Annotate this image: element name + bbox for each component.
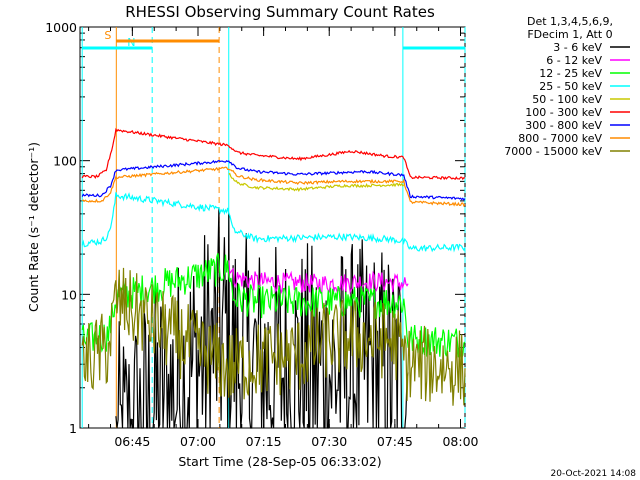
- series-line-300-800-kev: [81, 159, 466, 201]
- series-line-7000-15000-kev: [81, 267, 466, 406]
- x-axis-ticks: 06:45 07:00 07:15 07:30 07:45 08:00: [88, 27, 479, 449]
- series-line-100-300-kev: [81, 127, 466, 181]
- legend-title-line: Det 1,3,4,5,6,9,: [527, 15, 613, 28]
- plot-frame: [79, 26, 466, 429]
- x-tick-label: 07:15: [246, 434, 282, 449]
- footer-timestamp: 20-Oct-2021 14:08: [551, 469, 637, 479]
- legend-entry-label: 300 - 800 keV: [525, 119, 602, 132]
- legend-title-line: FDecim 1, Att 0: [527, 28, 612, 41]
- legend: Det 1,3,4,5,6,9,FDecim 1, Att 03 - 6 keV…: [504, 15, 630, 158]
- x-tick-label: 08:00: [442, 434, 478, 449]
- legend-entry-label: 800 - 7000 keV: [518, 132, 602, 145]
- legend-entry-label: 3 - 6 keV: [553, 41, 602, 54]
- legend-entry-label: 25 - 50 keV: [539, 80, 602, 93]
- series-line-12-25-kev: [81, 253, 466, 361]
- flag-bars: NS: [82, 29, 465, 50]
- legend-entry-label: 12 - 25 keV: [539, 67, 602, 80]
- plot-area: [79, 26, 466, 429]
- series-line-800-7000-kev: [81, 166, 466, 207]
- series-line-50-100-kev: [228, 172, 405, 193]
- chart-title: RHESSI Observing Summary Count Rates: [125, 3, 435, 21]
- y-axis-label: Count Rate (s⁻¹ detector⁻¹): [26, 142, 41, 312]
- y-tick-label: 10: [61, 287, 77, 302]
- legend-entry-label: 7000 - 15000 keV: [504, 145, 602, 158]
- y-tick-label: 1: [69, 421, 77, 436]
- x-tick-label: 07:00: [180, 434, 216, 449]
- x-tick-label: 06:45: [114, 434, 150, 449]
- series-line-25-50-kev: [81, 192, 466, 253]
- y-tick-label: 100: [53, 154, 77, 169]
- legend-entry-label: 50 - 100 keV: [532, 93, 602, 106]
- y-tick-label: 1000: [45, 20, 77, 35]
- y-axis-ticks: 1 10 100 1000: [45, 20, 465, 436]
- x-tick-label: 07:45: [377, 434, 413, 449]
- x-tick-label: 07:30: [311, 434, 347, 449]
- series-lines: [81, 127, 466, 429]
- legend-entry-label: 6 - 12 keV: [546, 54, 602, 67]
- x-axis-label: Start Time (28-Sep-05 06:33:02): [178, 454, 381, 469]
- flag-label-s: S: [104, 29, 111, 42]
- legend-entry-label: 100 - 300 keV: [525, 106, 602, 119]
